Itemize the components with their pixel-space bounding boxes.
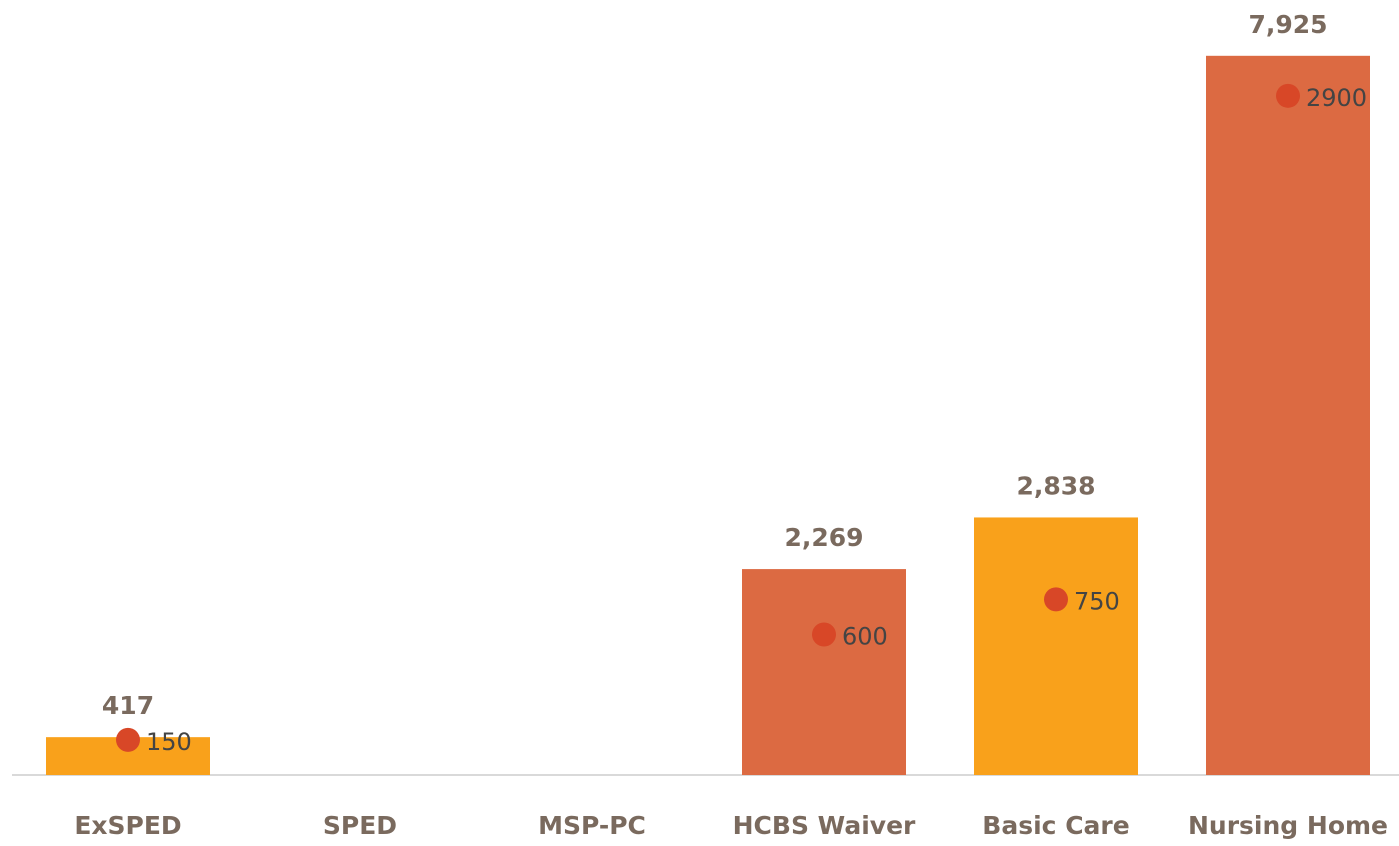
marker	[116, 727, 140, 752]
x-tick-label: Nursing Home	[1188, 811, 1388, 840]
data-label: 2,838	[1016, 471, 1095, 500]
marker	[1276, 83, 1300, 108]
data-label: 2,269	[784, 523, 863, 552]
data-label: 150	[146, 728, 192, 756]
marker	[1044, 587, 1068, 612]
bar	[974, 517, 1138, 775]
marker	[812, 622, 836, 647]
bar	[742, 569, 906, 775]
data-label: 750	[1074, 587, 1120, 615]
bar	[1206, 55, 1370, 775]
x-tick-label: SPED	[323, 811, 397, 840]
data-label: 2900	[1306, 84, 1367, 112]
x-tick-label: MSP-PC	[538, 811, 646, 840]
data-label: 7,925	[1248, 10, 1327, 39]
data-label: 417	[102, 691, 154, 720]
data-label: 600	[842, 622, 888, 650]
x-tick-label: ExSPED	[74, 811, 181, 840]
x-tick-label: Basic Care	[982, 811, 1129, 840]
x-tick-label: HCBS Waiver	[733, 811, 916, 840]
